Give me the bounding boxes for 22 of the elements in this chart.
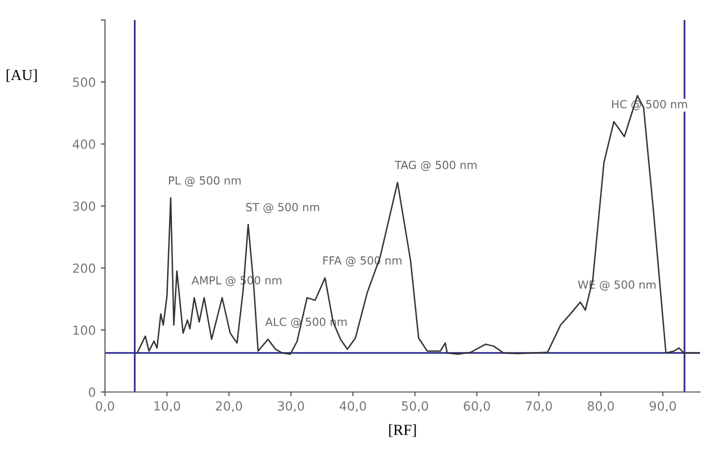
x-tick-label: 90,0 — [650, 401, 676, 412]
x-tick-label: 0,0 — [96, 401, 114, 412]
x-tick-label: 20,0 — [216, 401, 242, 412]
y-tick-label: 400 — [72, 139, 96, 149]
annotation: ST @ 500 nm — [246, 202, 320, 214]
y-tick-label: 100 — [73, 325, 96, 335]
x-tick-label: 60,0 — [464, 401, 490, 412]
y-tick-label: 200 — [73, 263, 96, 273]
x-tick-label: 10,0 — [154, 401, 180, 412]
x-tick-label: 40,0 — [340, 401, 366, 412]
y-axis-title: [AU] — [6, 69, 37, 82]
x-axis-title: [RF] — [389, 424, 416, 437]
x-tick-label: 80,0 — [588, 401, 614, 412]
x-tick-label: 70,0 — [526, 401, 552, 412]
x-tick-label: 50,0 — [402, 401, 428, 412]
annotation: PL @ 500 nm — [169, 176, 241, 186]
y-tick-label: 300 — [73, 201, 96, 211]
line-series — [136, 94, 700, 355]
x-tick-label: 30,0 — [278, 401, 304, 412]
y-tick-label: 0 — [88, 387, 96, 397]
y-tick-label: 500 — [73, 77, 96, 87]
annotation: TAG @ 500 nm — [394, 160, 477, 171]
